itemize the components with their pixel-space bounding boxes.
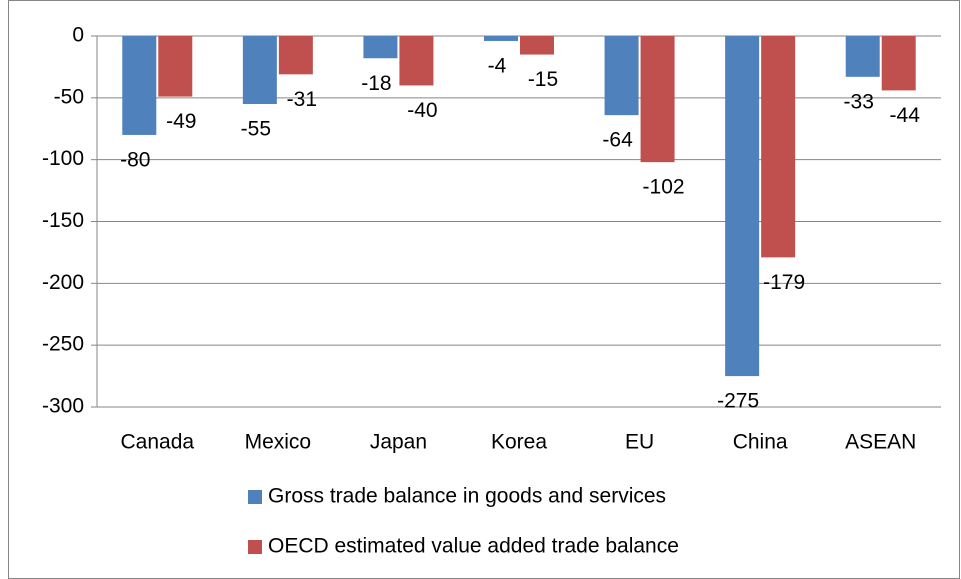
x-tick-label: ASEAN bbox=[845, 431, 916, 454]
y-tick-label: -300 bbox=[42, 395, 84, 418]
data-label: -55 bbox=[241, 118, 271, 141]
bar bbox=[761, 36, 796, 258]
data-label: -64 bbox=[602, 129, 633, 152]
x-tick-label: China bbox=[733, 431, 788, 454]
bar bbox=[484, 36, 518, 41]
legend-swatch bbox=[248, 540, 262, 554]
data-label: -18 bbox=[361, 72, 391, 95]
bar bbox=[242, 36, 277, 105]
data-label: -15 bbox=[528, 68, 558, 91]
data-label: -44 bbox=[890, 104, 921, 127]
y-tick-label: 0 bbox=[72, 24, 84, 47]
bar bbox=[725, 36, 760, 377]
legend-swatch bbox=[248, 490, 262, 504]
bar bbox=[278, 36, 313, 75]
data-label: -40 bbox=[407, 99, 437, 122]
x-tick-label: Canada bbox=[121, 431, 195, 454]
bar bbox=[158, 36, 193, 97]
y-tick-label: -150 bbox=[42, 209, 84, 232]
bar bbox=[604, 36, 639, 116]
y-tick-label: -100 bbox=[42, 147, 84, 170]
y-tick-label: -250 bbox=[42, 333, 84, 356]
x-tick-label: Mexico bbox=[245, 431, 312, 454]
bar bbox=[363, 36, 398, 59]
legend-label: Gross trade balance in goods and service… bbox=[268, 485, 666, 508]
data-label: -33 bbox=[844, 90, 874, 113]
bar bbox=[640, 36, 675, 163]
data-label: -102 bbox=[643, 176, 685, 199]
data-label: -49 bbox=[166, 110, 196, 133]
chart-frame bbox=[8, 0, 960, 579]
x-tick-label: Japan bbox=[370, 431, 427, 454]
bar bbox=[399, 36, 434, 86]
data-label: -80 bbox=[120, 148, 150, 171]
x-tick-label: EU bbox=[625, 431, 654, 454]
data-label: -4 bbox=[488, 54, 507, 77]
data-label: -31 bbox=[287, 88, 317, 111]
bar bbox=[122, 36, 157, 135]
x-tick-label: Korea bbox=[491, 431, 547, 454]
bar bbox=[520, 36, 554, 55]
data-label: -275 bbox=[717, 390, 759, 413]
bar bbox=[881, 36, 916, 91]
data-label: -179 bbox=[763, 271, 805, 294]
y-tick-label: -50 bbox=[54, 85, 84, 108]
bar bbox=[845, 36, 880, 77]
legend-label: OECD estimated value added trade balance bbox=[268, 535, 679, 558]
y-tick-label: -200 bbox=[42, 271, 84, 294]
